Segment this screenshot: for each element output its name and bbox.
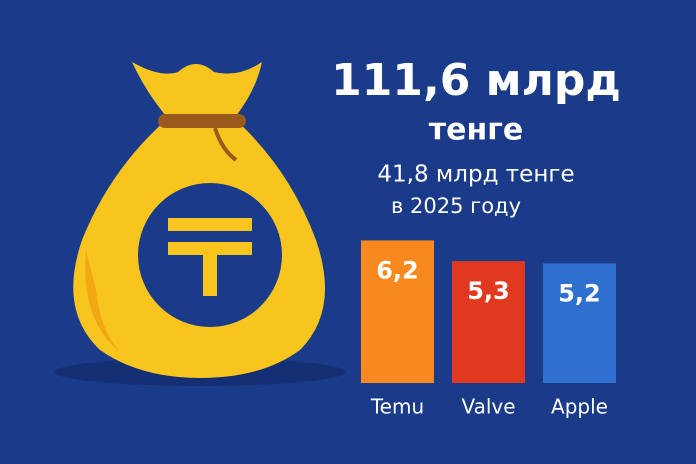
money-bag (55, 62, 345, 386)
bar (543, 263, 616, 383)
tenge-bar-1 (168, 218, 252, 231)
category-label: Temu (370, 395, 424, 419)
annotation: в 2025 году (391, 194, 521, 218)
rope-end (213, 127, 238, 162)
value-label: 6,2 (376, 256, 419, 284)
bag-shade (85, 250, 120, 352)
annotation: 41,8 млрд тенге (377, 162, 574, 188)
headline: 111,6 млрд (331, 55, 621, 106)
value-label: 5,2 (558, 279, 601, 307)
bar (361, 240, 434, 383)
bag-rope (158, 114, 246, 128)
bar (452, 261, 525, 383)
category-label: Apple (551, 395, 608, 419)
category-label: Valve (461, 395, 515, 419)
subtitle: тенге (429, 113, 523, 148)
bag-top (132, 62, 262, 116)
value-label: 5,3 (467, 277, 510, 305)
tenge-stem (203, 242, 217, 296)
